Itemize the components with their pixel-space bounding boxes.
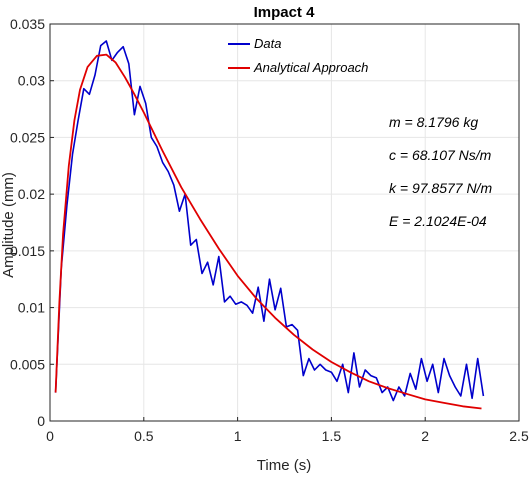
plot-frame [49,23,520,422]
legend-label: Data [254,36,281,51]
y-tick-label: 0.025 [10,129,45,145]
x-tick-label: 1 [234,428,242,444]
series-line-data [54,40,485,402]
x-tick-label: 2 [421,428,429,444]
series-line-analytical-approach [54,53,482,410]
parameter-annotation: m = 8.1796 kg [389,114,478,130]
chart-title: Impact 4 [254,4,316,21]
parameter-annotation: k = 97.8577 N/m [389,180,492,196]
ticks: 0 0.5 1 1.5 2 2.5 0 0.005 0.01 0.015 0.02 0.025 0.03… [10,16,529,444]
y-tick-label: 0.015 [10,243,45,259]
y-tick-label: 0.02 [18,186,45,202]
x-axis-title: Time (s) [257,457,311,474]
parameter-annotations: m = 8.1796 kg c = 68.107 Ns/m k = 97.8577 … [389,114,492,229]
legend: Data Analytical Approach [228,36,368,75]
x-tick-label: 2.5 [509,428,529,444]
y-tick-label: 0 [37,413,45,429]
y-tick-label: 0.035 [10,16,45,32]
parameter-annotation: c = 68.107 Ns/m [389,147,492,163]
y-tick-label: 0.03 [18,73,45,89]
parameter-annotation: E = 2.1024E-04 [389,213,487,229]
x-tick-label: 0.5 [134,428,154,444]
legend-label: Analytical Approach [253,60,368,75]
series-layer [54,40,485,410]
y-tick-label: 0.01 [18,300,45,316]
y-tick-label: 0.005 [10,356,45,372]
x-tick-label: 1.5 [322,428,342,444]
x-tick-label: 0 [46,428,54,444]
y-axis-title: Amplitude (mm) [0,172,17,278]
